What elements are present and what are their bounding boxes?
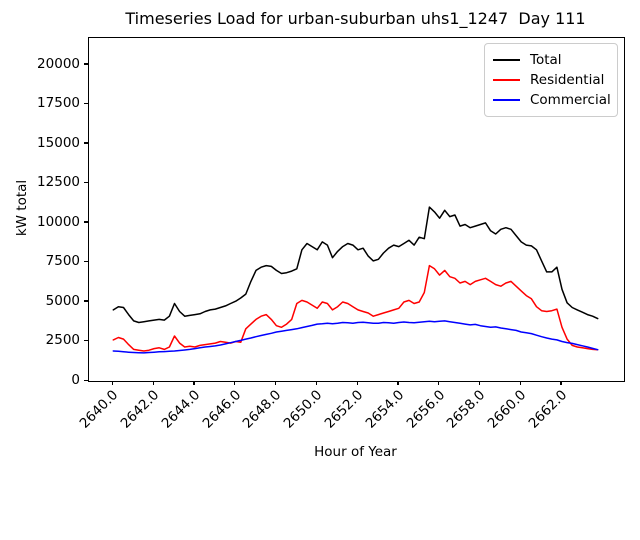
y-tick-mark — [84, 102, 88, 105]
y-tick-label: 5000 — [45, 292, 80, 309]
x-tick-mark — [234, 381, 236, 385]
y-tick-label: 17500 — [37, 95, 80, 112]
y-tick-mark — [84, 181, 88, 184]
plot-area: Total Residential Commercial — [88, 37, 625, 382]
x-tick-mark — [152, 381, 154, 385]
y-tick-mark — [84, 300, 88, 302]
x-tick-mark — [274, 381, 277, 385]
y-tick-mark — [84, 221, 88, 223]
legend: Total Residential Commercial — [484, 43, 618, 117]
y-tick-label: 20000 — [37, 55, 80, 72]
x-tick-mark — [315, 381, 318, 385]
series-line-total — [112, 206, 599, 324]
y-tick-mark — [84, 142, 88, 144]
y-tick-mark — [84, 260, 88, 263]
figure: Timeseries Load for urban-suburban uhs1_… — [14, 9, 625, 460]
series-line-commercial — [112, 320, 599, 354]
x-tick-mark — [193, 381, 195, 385]
x-tick-mark — [519, 381, 521, 385]
x-tick-mark — [111, 381, 114, 385]
legend-line-sample — [493, 79, 520, 81]
x-tick-mark — [560, 381, 562, 385]
legend-entry-residential: Residential — [493, 70, 609, 90]
legend-entry-total: Total — [493, 50, 609, 70]
legend-entry-commercial: Commercial — [493, 90, 611, 110]
legend-label: Total — [530, 52, 562, 68]
y-tick-label: 7500 — [45, 253, 80, 270]
legend-label: Residential — [530, 72, 605, 88]
y-tick-mark — [84, 339, 88, 342]
legend-line-sample — [493, 99, 520, 101]
x-tick-mark — [438, 381, 440, 385]
series-line-residential — [112, 264, 599, 352]
legend-line-sample — [493, 59, 520, 61]
x-tick-mark — [356, 381, 358, 385]
y-tick-label: 10000 — [37, 213, 80, 230]
chart-canvas — [112, 206, 599, 354]
y-tick-mark — [84, 63, 88, 65]
y-tick-label: 0 — [71, 372, 80, 388]
x-axis-label: Hour of Year — [314, 444, 397, 460]
y-tick-mark — [84, 379, 88, 381]
chart-title: Timeseries Load for urban-suburban uhs1_… — [125, 9, 586, 28]
x-tick-mark — [478, 381, 481, 385]
y-tick-label: 15000 — [37, 134, 80, 151]
y-tick-label: 12500 — [37, 174, 80, 191]
y-tick-label: 2500 — [45, 332, 80, 349]
x-tick-mark — [397, 381, 399, 385]
legend-label: Commercial — [530, 92, 611, 108]
